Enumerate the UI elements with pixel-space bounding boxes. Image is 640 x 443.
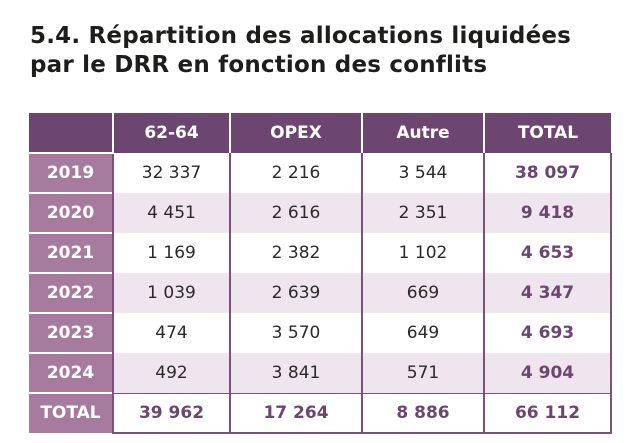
total-cell: 9 418 [483,193,612,233]
page-title: 5.4. Répartition des allocations liquidé… [30,22,571,80]
table-cell: 17 264 [229,392,362,434]
table-row: 2022 1 039 2 639 669 4 347 [29,272,612,313]
table-row: 2019 32 337 2 216 3 544 38 097 [29,152,612,193]
table-cell: 2 616 [229,193,362,233]
row-header: 2022 [29,272,113,313]
table-cell: 2 382 [229,233,362,273]
title-line-1: 5.4. Répartition des allocations liquidé… [30,23,572,49]
table-cell: 571 [361,353,484,393]
table-row: 2020 4 451 2 616 2 351 9 418 [29,192,612,233]
table-row: 2021 1 169 2 382 1 102 4 653 [29,232,612,273]
total-cell: 4 347 [483,273,612,313]
row-header: 2021 [29,232,113,273]
table-header-row: 62-64 OPEX Autre TOTAL [29,113,611,153]
total-cell: 38 097 [483,153,612,193]
table-cell: 3 841 [229,353,362,393]
table-cell: 4 451 [112,193,230,233]
column-header: OPEX [229,113,362,153]
table-cell: 669 [361,273,484,313]
table-cell: 3 544 [361,153,484,193]
row-header: 2019 [29,152,113,193]
table-cell: 474 [112,313,230,353]
table-cell: 492 [112,353,230,393]
column-header [29,113,113,153]
table-cell: 8 886 [361,392,484,434]
allocations-table: 62-64 OPEX Autre TOTAL 2019 32 337 2 216 3 … [29,113,612,434]
total-row: TOTAL 39 962 17 264 8 886 66 112 [29,392,612,434]
total-cell: 4 693 [483,313,612,353]
table-cell: 3 570 [229,313,362,353]
row-header: 2020 [29,192,113,233]
table-cell: 1 039 [112,273,230,313]
table-cell: 1 102 [361,233,484,273]
row-header: 2024 [29,352,113,393]
total-cell: 4 653 [483,233,612,273]
row-header: TOTAL [29,392,113,433]
total-cell: 4 904 [483,353,612,393]
column-header: 62-64 [112,113,230,153]
table-cell: 2 351 [361,193,484,233]
column-header: Autre [361,113,484,153]
title-line-2: par le DRR en fonction des conflits [30,52,488,78]
table-cell: 649 [361,313,484,353]
column-header: TOTAL [483,113,611,153]
table-row: 2023 474 3 570 649 4 693 [29,312,612,353]
total-cell: 66 112 [483,392,612,434]
row-header: 2023 [29,312,113,353]
table-cell: 32 337 [112,153,230,193]
table-cell: 2 216 [229,153,362,193]
table-cell: 1 169 [112,233,230,273]
table-row: 2024 492 3 841 571 4 904 [29,352,612,393]
table-cell: 39 962 [112,392,230,434]
table-cell: 2 639 [229,273,362,313]
